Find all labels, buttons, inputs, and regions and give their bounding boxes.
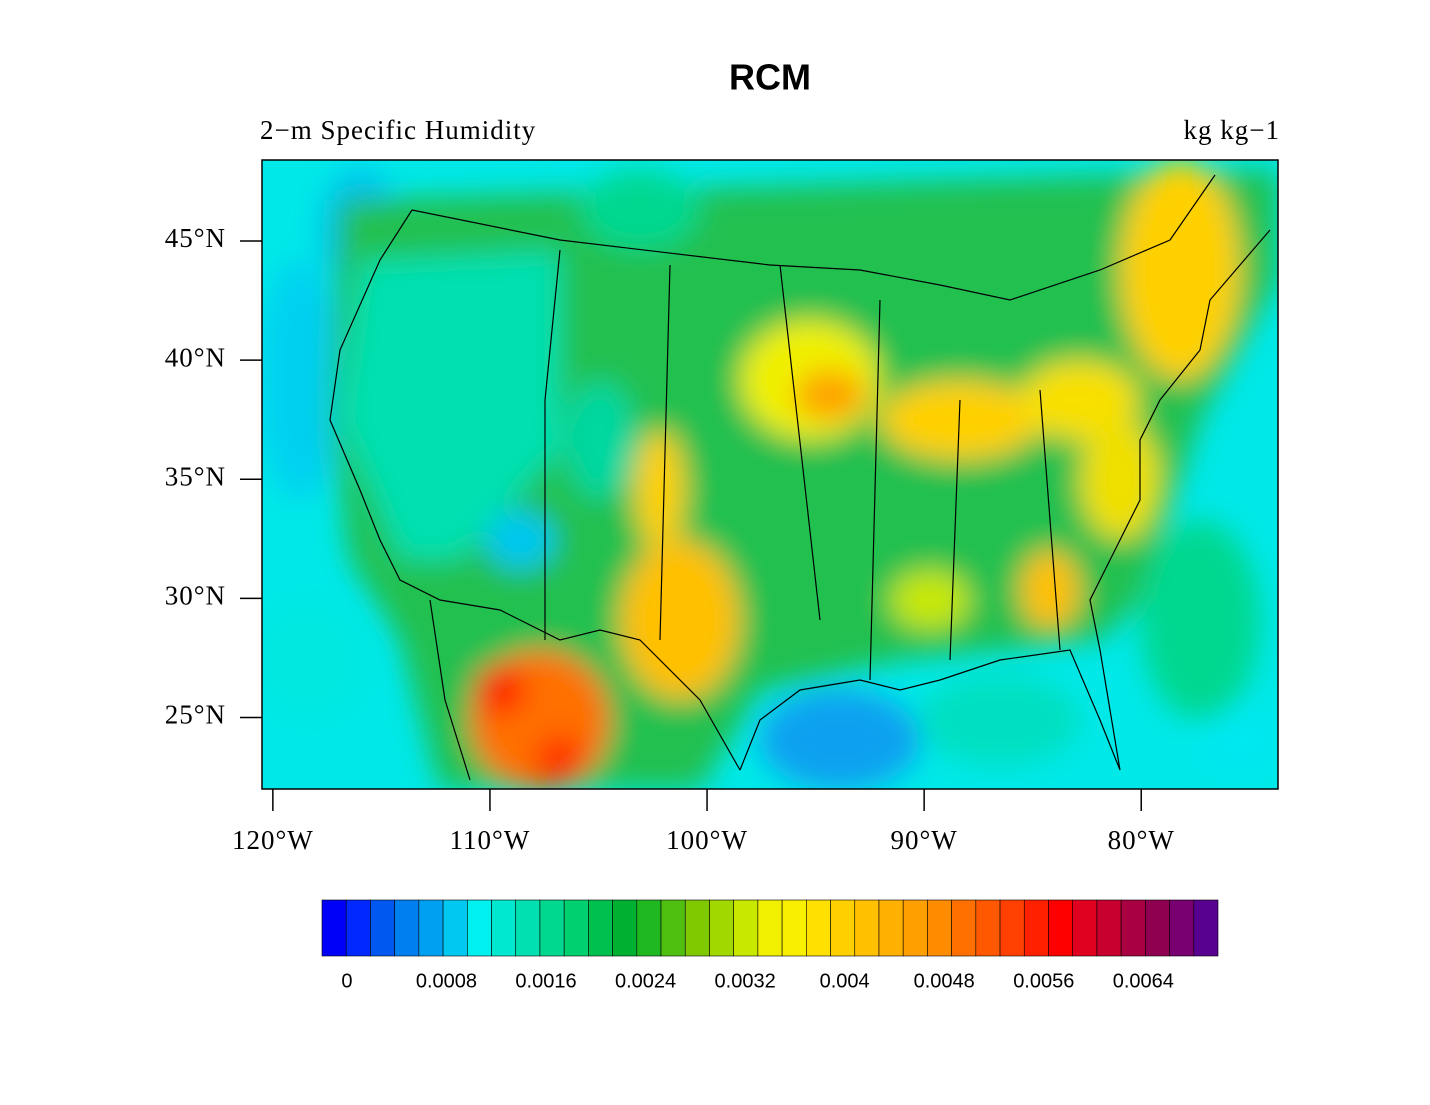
colorbar-box (1023, 899, 1049, 957)
colorbar-label: 0.0024 (615, 970, 676, 992)
y-tick-label: 35°N (165, 461, 226, 491)
colorbar-box (345, 899, 371, 957)
colorbar-box (491, 899, 517, 957)
colorbar-box (830, 899, 856, 957)
x-tick-label: 120°W (232, 825, 314, 855)
colorbar-box (563, 899, 589, 957)
colorbar-label: 0.0048 (914, 970, 975, 992)
colorbar-label: 0.0032 (715, 970, 776, 992)
colorbar-box (370, 899, 395, 957)
colorbar-box (539, 899, 565, 957)
colorbar-box (660, 899, 686, 957)
colorbar-label: 0.0056 (1013, 970, 1074, 992)
colorbar-box (733, 899, 759, 957)
y-tick-label: 45°N (165, 223, 226, 253)
colorbar-label: 0.004 (820, 970, 870, 992)
colorbar-box (1169, 899, 1195, 957)
colorbar-box (951, 899, 977, 957)
colorbar-box (806, 899, 831, 957)
colorbar-label: 0.0008 (416, 970, 477, 992)
colorbar-box (515, 899, 541, 957)
y-tick-label: 25°N (165, 700, 226, 730)
colorbar-box (418, 899, 444, 957)
colorbar-box (1072, 899, 1098, 957)
colorbar-box (902, 899, 928, 957)
colorbar-box (927, 899, 952, 957)
colorbar-box (1145, 899, 1170, 957)
colorbar-box (999, 899, 1025, 957)
colorbar-label: 0 (341, 970, 352, 992)
humidity-field (262, 160, 1278, 789)
x-tick-label: 110°W (450, 825, 531, 855)
colorbar-box (636, 899, 662, 957)
plot-frame (261, 159, 1279, 790)
colorbar-box (612, 899, 638, 957)
colorbar-box (975, 899, 1001, 957)
colorbar-box (878, 899, 904, 957)
colorbar-box (709, 899, 734, 957)
colorbar-label: 0.0064 (1113, 970, 1174, 992)
y-tick-label: 30°N (165, 581, 226, 611)
x-tick-label: 80°W (1108, 825, 1175, 855)
colorbar-box (684, 899, 710, 957)
colorbar-box (1120, 899, 1146, 957)
colorbar-box (394, 899, 420, 957)
colorbar-box (321, 899, 347, 957)
colorbar-box (854, 899, 880, 957)
x-tick-label: 90°W (890, 825, 957, 855)
colorbar-box (442, 899, 468, 957)
left-string: 2−m Specific Humidity (260, 115, 536, 145)
colorbar-box (757, 899, 783, 957)
map-title: RCM (729, 57, 811, 98)
colorbar-box (1193, 899, 1219, 957)
colorbar-box (588, 899, 613, 957)
colorbar-box (1096, 899, 1122, 957)
colorbar-box (781, 899, 807, 957)
y-tick-label: 40°N (165, 342, 226, 372)
x-tick-label: 100°W (666, 825, 748, 855)
right-string: kg kg−1 (1184, 115, 1280, 145)
colorbar-box (466, 899, 492, 957)
colorbar-label: 0.0016 (515, 970, 576, 992)
colorbar-box (1048, 899, 1074, 957)
